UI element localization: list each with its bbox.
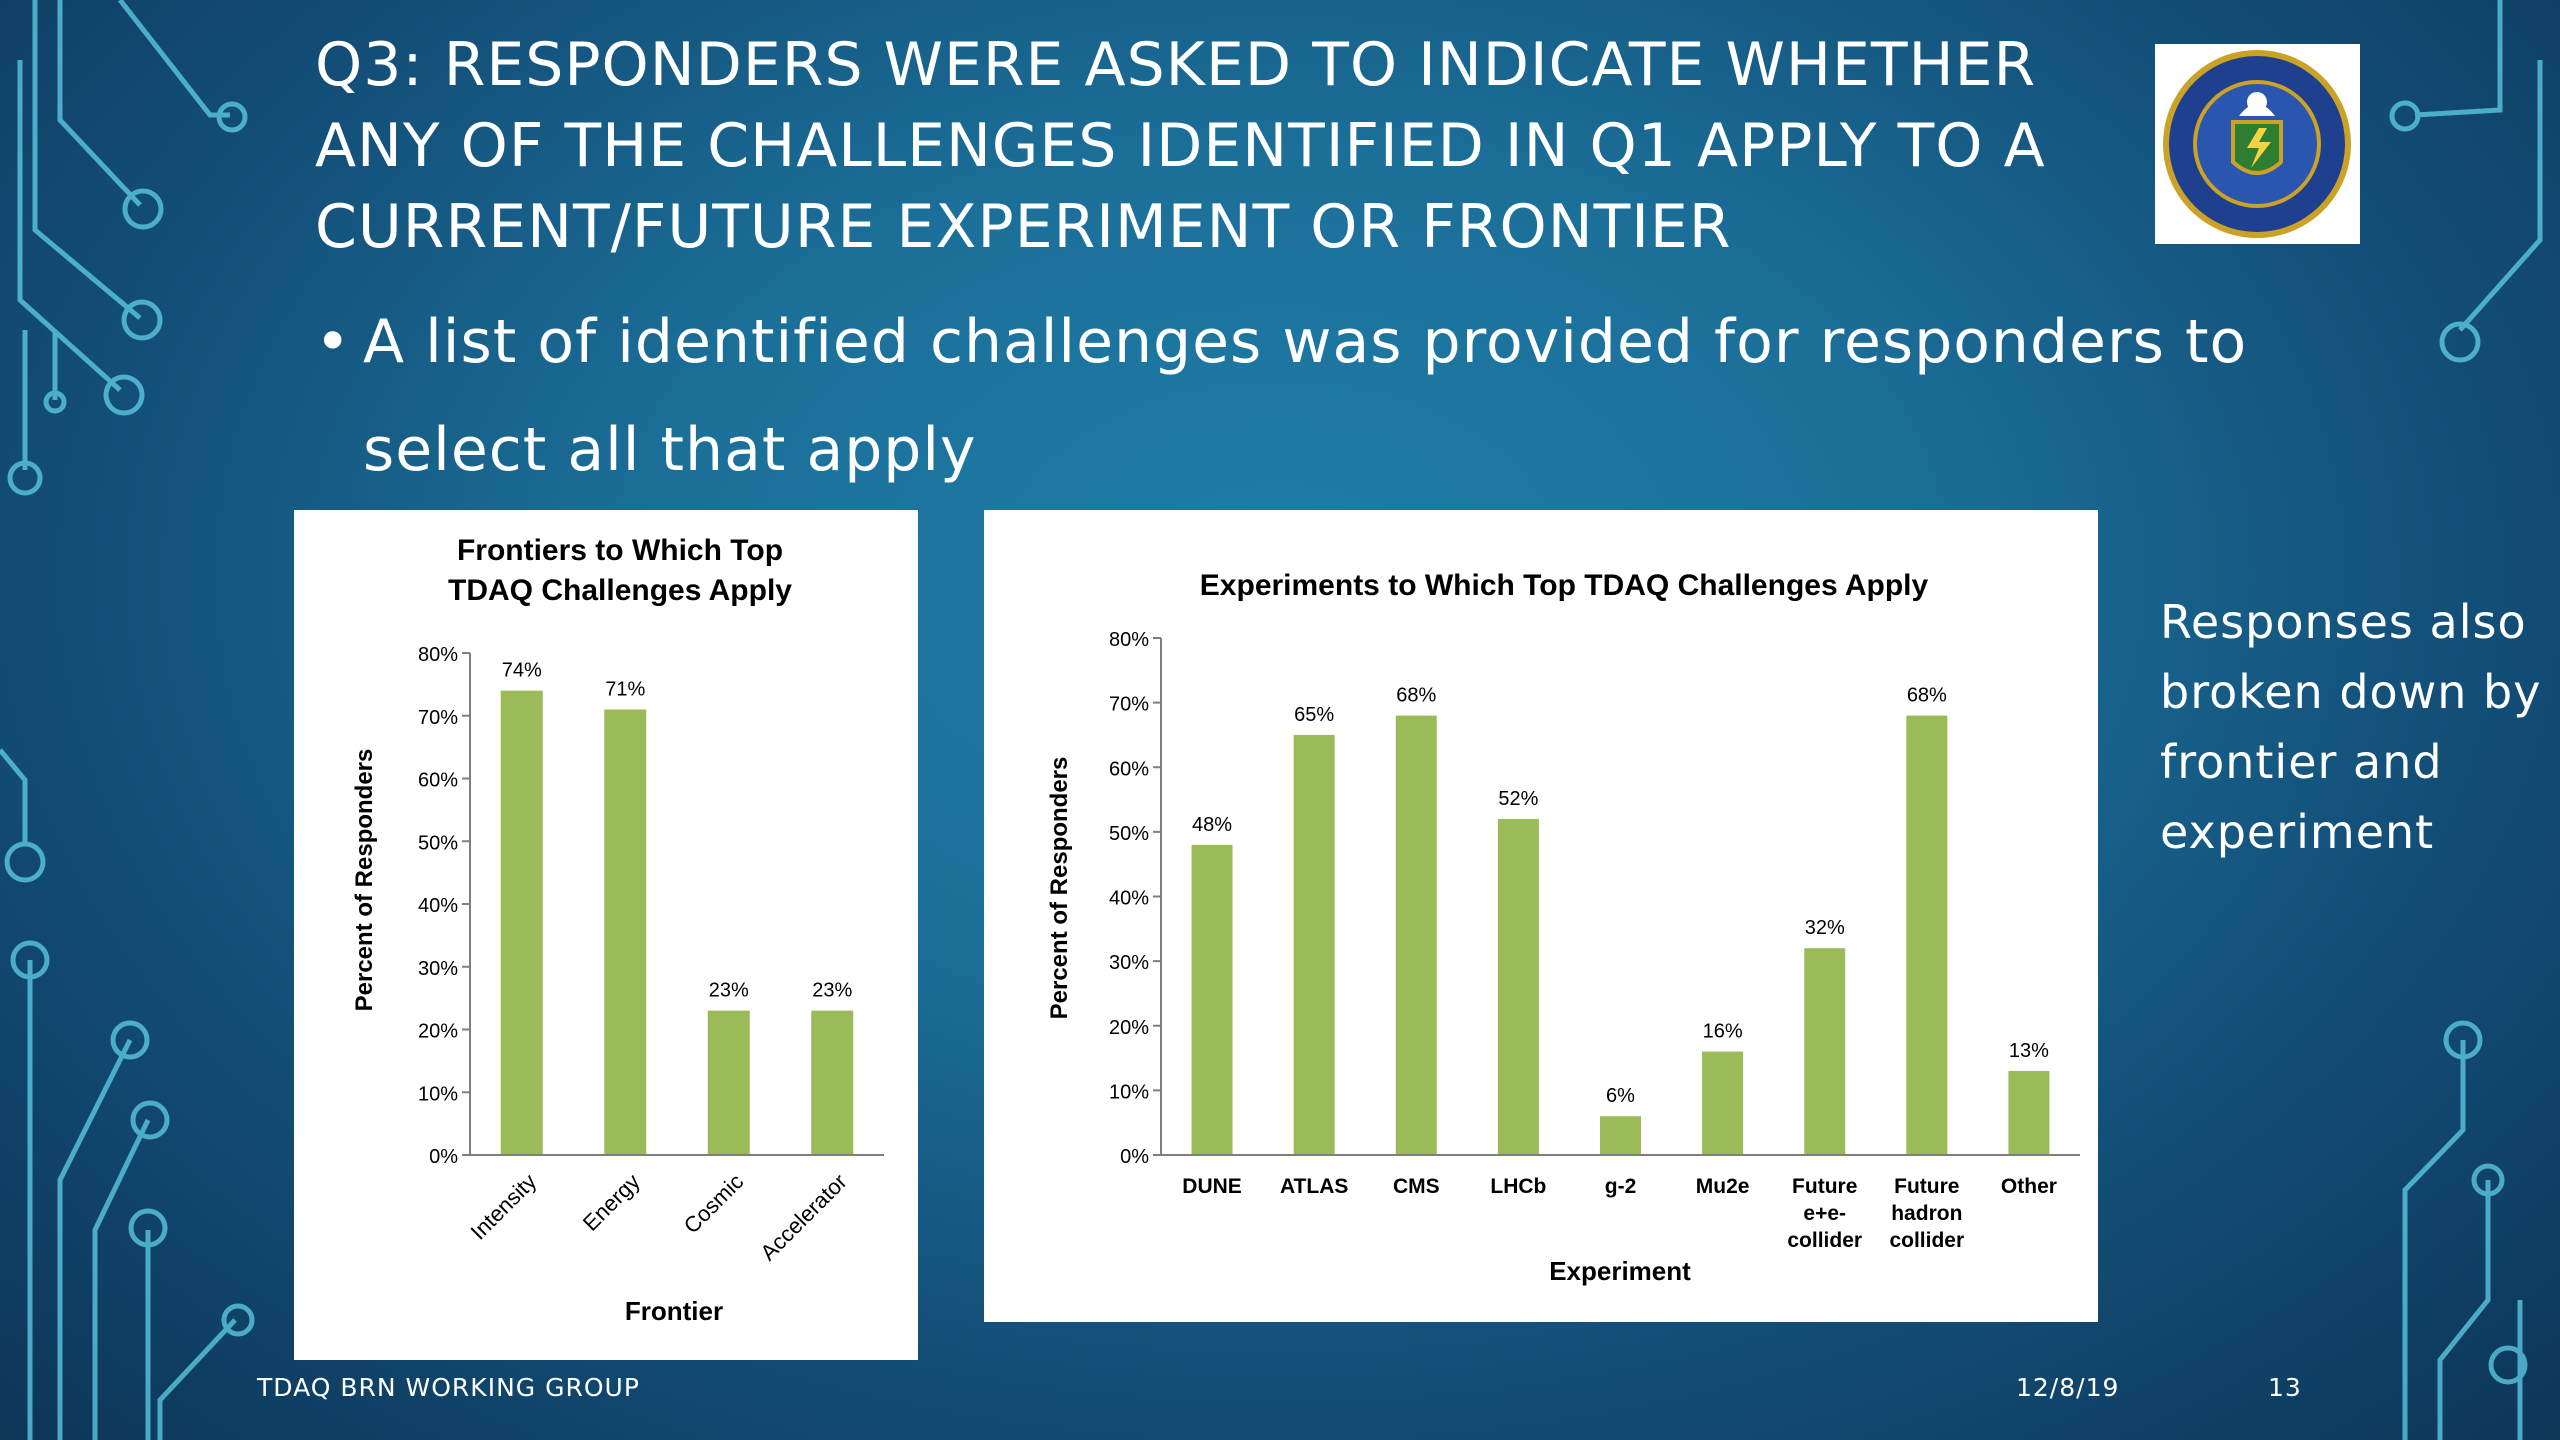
bar bbox=[1191, 844, 1233, 1155]
chart-title-line-1: Frontiers to Which Top bbox=[457, 534, 783, 567]
y-tick-label: 60% bbox=[418, 770, 458, 792]
bar-value-label: 16% bbox=[1703, 1021, 1743, 1043]
category-label: DUNE bbox=[1182, 1175, 1242, 1198]
experiments-chart: Experiments to Which Top TDAQ Challenges… bbox=[1046, 569, 2080, 1286]
bar bbox=[1804, 948, 1846, 1155]
bar bbox=[707, 1010, 750, 1155]
bar bbox=[1497, 818, 1539, 1155]
category-label: Cosmic bbox=[679, 1169, 749, 1239]
y-axis-label: Percent of Responders bbox=[1046, 757, 1073, 1020]
chart-title: Experiments to Which Top TDAQ Challenges… bbox=[1200, 569, 1929, 602]
bar-value-label: 48% bbox=[1192, 814, 1232, 836]
y-tick-label: 80% bbox=[418, 644, 458, 666]
bar bbox=[1702, 1051, 1744, 1155]
bar-value-label: 32% bbox=[1805, 917, 1845, 939]
bar-value-label: 23% bbox=[812, 980, 852, 1002]
y-tick-label: 10% bbox=[1109, 1081, 1149, 1103]
y-tick-label: 20% bbox=[1109, 1017, 1149, 1039]
y-tick-label: 50% bbox=[418, 832, 458, 854]
y-axis-label: Percent of Responders bbox=[351, 749, 378, 1012]
y-tick-label: 0% bbox=[1120, 1146, 1149, 1168]
category-label: Future e+e-collider bbox=[1787, 1175, 1862, 1252]
y-tick-label: 30% bbox=[1109, 952, 1149, 974]
y-tick-label: 10% bbox=[418, 1083, 458, 1105]
bar bbox=[604, 709, 647, 1155]
bullet-point: • A list of identified challenges was pr… bbox=[315, 288, 2275, 504]
x-axis-label: Frontier bbox=[625, 1296, 723, 1326]
y-tick-label: 60% bbox=[1109, 758, 1149, 780]
y-tick-label: 70% bbox=[418, 707, 458, 729]
bar-value-label: 13% bbox=[2009, 1040, 2049, 1062]
category-label: ATLAS bbox=[1280, 1175, 1348, 1198]
bar bbox=[1293, 734, 1335, 1155]
experiments-chart-panel: Experiments to Which Top TDAQ Challenges… bbox=[984, 510, 2098, 1322]
bar-value-label: 52% bbox=[1498, 788, 1538, 810]
category-label: g-2 bbox=[1605, 1175, 1637, 1198]
category-label: Other bbox=[2001, 1175, 2057, 1198]
x-axis-label: Experiment bbox=[1549, 1256, 1691, 1286]
slide-title: Q3: RESPONDERS WERE ASKED TO INDICATE WH… bbox=[315, 30, 2046, 262]
bar-value-label: 68% bbox=[1907, 685, 1947, 707]
doe-seal-logo bbox=[2155, 44, 2360, 244]
chart-title-line-2: TDAQ Challenges Apply bbox=[448, 574, 792, 607]
frontiers-chart-panel: Frontiers to Which Top TDAQ Challenges A… bbox=[294, 510, 918, 1360]
footer-date: 12/8/19 bbox=[2016, 1373, 2120, 1402]
bar-value-label: 68% bbox=[1396, 685, 1436, 707]
bar bbox=[1906, 715, 1948, 1155]
bar bbox=[2008, 1070, 2050, 1155]
footer-group-name: TDAQ BRN WORKING GROUP bbox=[257, 1373, 640, 1402]
bar bbox=[1600, 1116, 1641, 1155]
category-label: Energy bbox=[578, 1169, 645, 1236]
y-tick-label: 50% bbox=[1109, 823, 1149, 845]
bullet-dot-icon: • bbox=[315, 307, 352, 377]
category-label: Accelerator bbox=[755, 1169, 851, 1265]
side-note: Responses also broken down by frontier a… bbox=[2160, 595, 2542, 859]
bar bbox=[811, 1010, 854, 1155]
bar-value-label: 74% bbox=[502, 660, 542, 682]
category-label: Future hadron collider bbox=[1889, 1175, 1964, 1252]
y-tick-label: 40% bbox=[418, 895, 458, 917]
frontiers-chart: Frontiers to Which Top TDAQ Challenges A… bbox=[351, 534, 884, 1326]
y-tick-label: 40% bbox=[1109, 888, 1149, 910]
category-label: Mu2e bbox=[1696, 1175, 1750, 1198]
y-tick-label: 30% bbox=[418, 958, 458, 980]
page-number: 13 bbox=[2268, 1373, 2302, 1402]
category-label: CMS bbox=[1393, 1175, 1440, 1198]
bullet-text: A list of identified challenges was prov… bbox=[363, 307, 2248, 485]
y-tick-label: 0% bbox=[429, 1146, 458, 1168]
bar bbox=[1395, 715, 1437, 1155]
y-tick-label: 70% bbox=[1109, 694, 1149, 716]
bar-value-label: 65% bbox=[1294, 704, 1334, 726]
y-tick-label: 20% bbox=[418, 1021, 458, 1043]
doe-seal-icon bbox=[2163, 50, 2351, 238]
bar-value-label: 23% bbox=[709, 980, 749, 1002]
bar-value-label: 6% bbox=[1606, 1085, 1635, 1107]
y-tick-label: 80% bbox=[1109, 629, 1149, 651]
bar bbox=[500, 690, 543, 1155]
category-label: LHCb bbox=[1490, 1175, 1546, 1198]
category-label: Intensity bbox=[466, 1169, 542, 1245]
bar-value-label: 71% bbox=[605, 678, 645, 700]
